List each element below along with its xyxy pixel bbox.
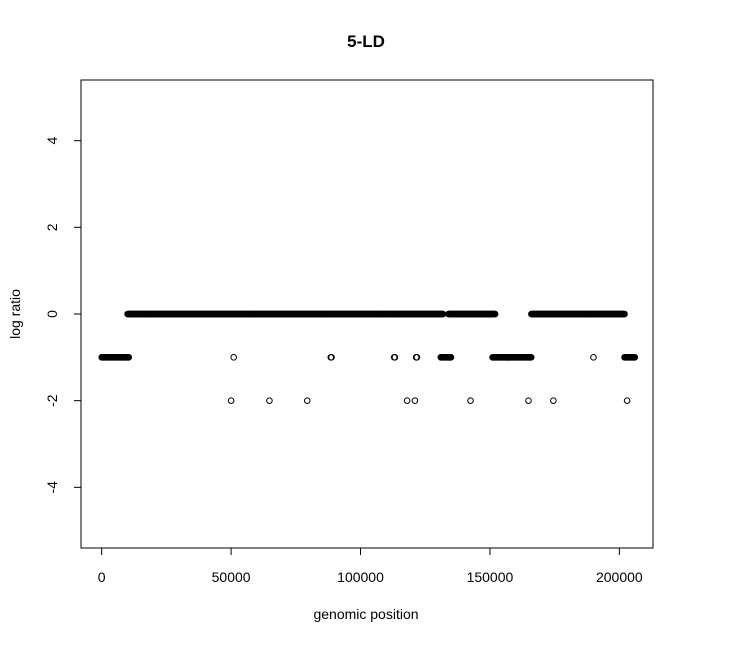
x-axis-label: genomic position: [313, 606, 418, 622]
data-point: [550, 397, 557, 404]
y-tick-label: -4: [44, 481, 60, 494]
y-tick-label: -2: [44, 394, 60, 407]
data-point: [621, 310, 628, 318]
data-point: [391, 354, 399, 361]
data-point: [631, 354, 639, 361]
data-point: [403, 397, 411, 404]
x-tick-label: 100000: [337, 569, 384, 585]
chart-title: 5-LD: [347, 32, 385, 51]
x-tick-label: 200000: [596, 569, 643, 585]
x-tick-label: 50000: [212, 569, 251, 585]
x-tick-label: 150000: [467, 569, 514, 585]
y-tick-label: 2: [44, 223, 60, 231]
data-point: [525, 397, 532, 404]
y-tick-label: 0: [44, 310, 60, 318]
x-axis: 0 50000 100000 150000 200000: [98, 547, 643, 585]
data-point: [411, 397, 419, 404]
data-point: [491, 310, 499, 318]
y-axis: -4 -2 0 2 4: [44, 137, 82, 494]
data-point: [413, 354, 421, 361]
data-point: [230, 354, 238, 361]
data-point: [266, 397, 273, 404]
x-tick-label: 0: [98, 569, 106, 585]
data-point: [527, 354, 535, 361]
data-point: [467, 397, 474, 404]
data-point: [447, 354, 455, 361]
y-tick-label: 4: [44, 137, 60, 145]
y-axis-label: log ratio: [7, 289, 23, 339]
data-points: [98, 310, 639, 404]
data-point: [227, 397, 235, 404]
data-point: [328, 354, 335, 361]
data-point: [590, 354, 597, 361]
data-point: [303, 397, 311, 404]
data-point: [623, 397, 631, 404]
data-point: [125, 354, 133, 361]
